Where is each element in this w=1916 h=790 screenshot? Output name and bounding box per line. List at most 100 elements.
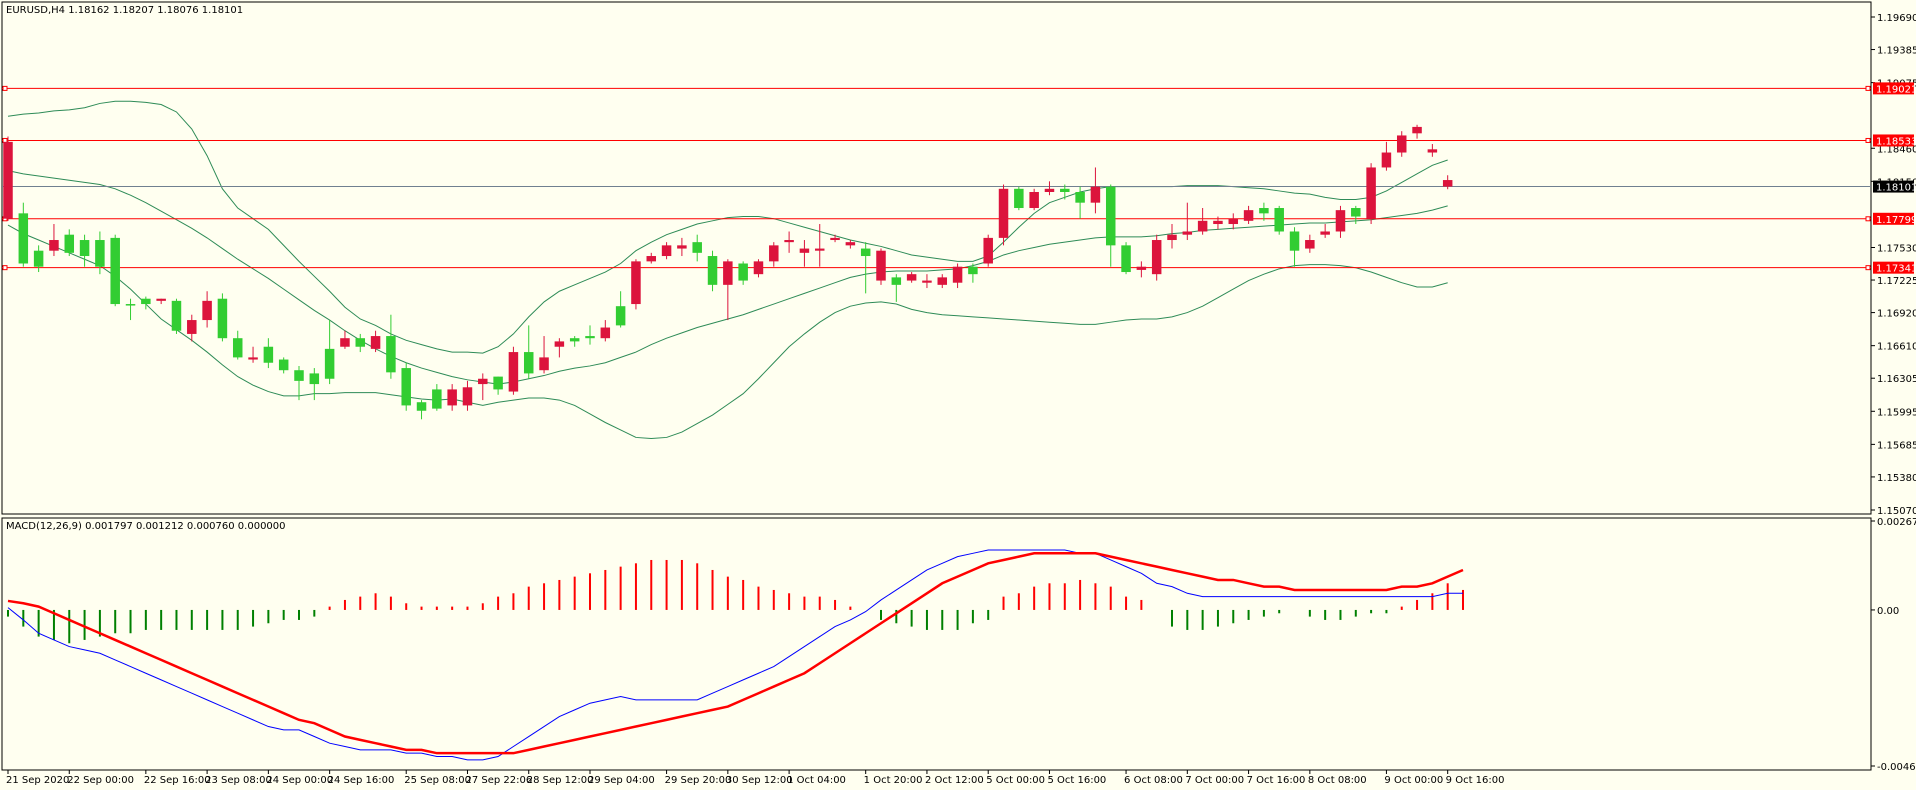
price-scale-label: 1.17530 (1877, 243, 1916, 254)
time-axis-label: 30 Sep 12:00 (726, 775, 793, 786)
candle-bear (370, 336, 381, 349)
candle-bull (110, 237, 120, 305)
time-axis-label: 23 Sep 08:00 (205, 775, 272, 786)
candle-bull (523, 352, 534, 374)
time-axis-label: 9 Oct 16:00 (1446, 775, 1505, 786)
time-axis-label: 7 Oct 00:00 (1185, 775, 1244, 786)
candle-bull (416, 402, 427, 411)
candle-bull (493, 376, 503, 390)
time-axis-label: 24 Sep 16:00 (328, 775, 395, 786)
time-axis-label: 24 Sep 00:00 (266, 775, 333, 786)
candle-bull (18, 213, 29, 264)
price-scale-label: 1.18460 (1877, 144, 1916, 155)
candle-bear (1136, 266, 1147, 270)
time-axis-label: 8 Oct 08:00 (1308, 775, 1367, 786)
time-axis-label: 6 Oct 08:00 (1124, 775, 1183, 786)
candle-bull (125, 304, 136, 306)
candle-bear (202, 300, 212, 321)
level-price-tag (1873, 261, 1914, 274)
macd-scale: 0.00267 0.00 -0.004685 (1871, 517, 1916, 773)
candle-bull (309, 373, 320, 385)
candle-bull (692, 242, 702, 253)
price-panel[interactable]: 1.196901.193851.190751.184601.181501.175… (1, 1, 1916, 517)
level-anchor-right (1865, 137, 1871, 143)
candle-bull (294, 370, 304, 381)
time-axis-label: 1 Oct 20:00 (864, 775, 923, 786)
price-scale-label: 1.15995 (1877, 407, 1916, 418)
candle-bear (1029, 192, 1039, 209)
level-price-tag (1873, 82, 1914, 95)
candle-bear (600, 327, 611, 339)
candle-bear (539, 357, 549, 371)
price-scale-label: 1.17225 (1877, 276, 1916, 287)
time-axis-label: 5 Oct 16:00 (1047, 775, 1106, 786)
time-axis-label: 7 Oct 16:00 (1247, 775, 1306, 786)
macd-panel-border (1, 517, 1872, 771)
candle-bull (1351, 208, 1361, 217)
candle-bear (554, 341, 565, 347)
macd-histogram (7, 559, 1464, 644)
level-anchor-left (2, 85, 8, 91)
candle-bear (187, 320, 197, 334)
level-price-label: 1.17341 (1876, 264, 1916, 275)
price-scale-label: 1.19385 (1877, 46, 1916, 57)
candle-bear (248, 357, 258, 360)
level-price-tag (1873, 134, 1914, 147)
time-axis-label: 29 Sep 20:00 (665, 775, 732, 786)
candle-bear (1090, 186, 1101, 203)
candle-bear (845, 242, 856, 246)
candle-bull (64, 234, 75, 253)
candle-bear (1044, 188, 1055, 193)
candle-bear (1381, 152, 1392, 168)
candle-bear (677, 245, 687, 249)
candle-bull (432, 389, 442, 409)
level-anchor-right (1865, 265, 1871, 271)
time-axis-label: 1 Oct 04:00 (787, 775, 846, 786)
candle-bull (1105, 186, 1116, 246)
candle-bear (998, 188, 1009, 238)
candle-bull (386, 336, 396, 373)
price-scale-label: 1.16305 (1877, 374, 1916, 385)
candle-bear (1335, 210, 1346, 232)
candle-bear (1243, 210, 1254, 221)
time-axis-label: 28 Sep 12:00 (527, 775, 594, 786)
candle-bull (263, 346, 274, 363)
signal-line (7, 552, 1464, 755)
candle-bull (324, 348, 335, 379)
candle-bear (1366, 167, 1376, 219)
candle-bear (799, 248, 810, 253)
bollinger-upper-line (7, 100, 1448, 354)
candle-bull (95, 240, 105, 267)
horizontal-levels[interactable]: 1.19021 1.18533 1.17799 1.17341 1.18101 (2, 82, 1916, 275)
candle-bear (1151, 240, 1162, 275)
candle-bull (585, 336, 595, 339)
level-price-label: 1.19021 (1876, 84, 1916, 95)
level-price-label: 1.18533 (1876, 136, 1916, 147)
time-axis-label: 9 Oct 00:00 (1384, 775, 1443, 786)
candle-bull (1014, 188, 1024, 209)
time-axis-label: 22 Sep 00:00 (67, 775, 134, 786)
candle-bear (49, 240, 59, 251)
candle-bear (1442, 180, 1453, 187)
candle-bear (661, 245, 672, 257)
candle-bear (156, 298, 166, 301)
candle-bear (508, 352, 519, 392)
candle-bear (1320, 231, 1330, 235)
candle-bull (141, 298, 151, 305)
candle-bull (891, 277, 902, 285)
candle-bull (232, 338, 243, 358)
level-price-label: 1.17799 (1876, 215, 1916, 226)
price-scale-label: 1.16920 (1877, 309, 1916, 320)
macd-lines (7, 549, 1464, 761)
macd-scale-label: 0.00267 (1877, 517, 1916, 528)
price-panel-header: EURUSD,H4 1.18162 1.18207 1.18076 1.1810… (6, 5, 243, 16)
current-price-tag (1873, 180, 1914, 193)
candle-bear (937, 277, 948, 285)
candle-bear (1213, 220, 1223, 225)
candle-bear (1197, 220, 1208, 232)
candle-bull (217, 298, 228, 339)
candle-bear (723, 261, 733, 285)
macd-panel[interactable]: 0.00267 0.00 -0.004685 MACD(12,26,9) 0.001… (1, 517, 1916, 773)
candle-bear (830, 237, 840, 241)
